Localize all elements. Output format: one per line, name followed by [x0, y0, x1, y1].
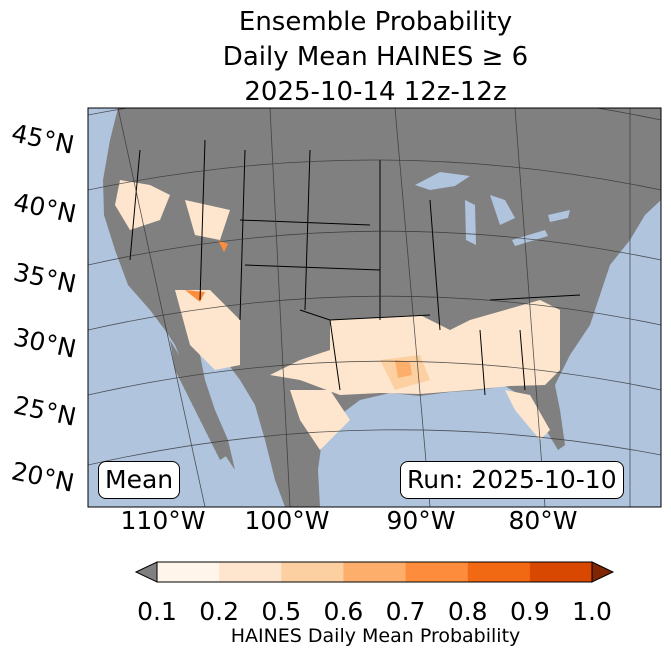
- title-line-3: 2025-10-14 12z-12z: [244, 77, 507, 107]
- title-line-1: Ensemble Probability: [238, 7, 513, 37]
- colorbar-tick: 0.9: [509, 597, 550, 626]
- run-label: Run: 2025-10-10: [400, 461, 624, 499]
- colorbar-cell: [405, 562, 469, 582]
- colorbar-tick: 1.0: [572, 597, 612, 626]
- colorbar: [134, 561, 615, 583]
- colorbar-tick: 0.2: [199, 597, 240, 626]
- title-line-2: Daily Mean HAINES ≥ 6: [222, 42, 529, 72]
- colorbar-tick: 0.8: [447, 597, 488, 626]
- colorbar-cell: [467, 562, 531, 582]
- colorbar-cell: [157, 562, 220, 582]
- colorbar-label: HAINES Daily Mean Probability: [230, 625, 521, 647]
- land: [103, 108, 661, 507]
- colorbar-over-arrow: [591, 561, 615, 583]
- colorbar-cell: [219, 562, 282, 582]
- lon-label-110: 110°W: [120, 506, 206, 535]
- colorbar-cell: [281, 562, 344, 582]
- lon-label-80: 80°W: [508, 506, 578, 535]
- lon-label-90: 90°W: [386, 506, 456, 535]
- state-borders: [129, 139, 581, 396]
- colorbar-tick: 0.6: [323, 597, 364, 626]
- colorbar-tick: 0.7: [385, 597, 426, 626]
- lon-label-100: 100°W: [244, 506, 330, 535]
- colorbar-cell: [529, 562, 593, 582]
- mean-label: Mean: [98, 461, 181, 499]
- colorbar-tick: 0.1: [137, 597, 177, 626]
- colorbar-tick: 0.5: [261, 597, 302, 626]
- graticule: [88, 108, 661, 507]
- colorbar-under-arrow: [134, 561, 158, 583]
- probability-patches: [115, 180, 560, 450]
- map-frame: [87, 107, 662, 508]
- baja: [170, 340, 228, 460]
- colorbar-cell: [343, 562, 407, 582]
